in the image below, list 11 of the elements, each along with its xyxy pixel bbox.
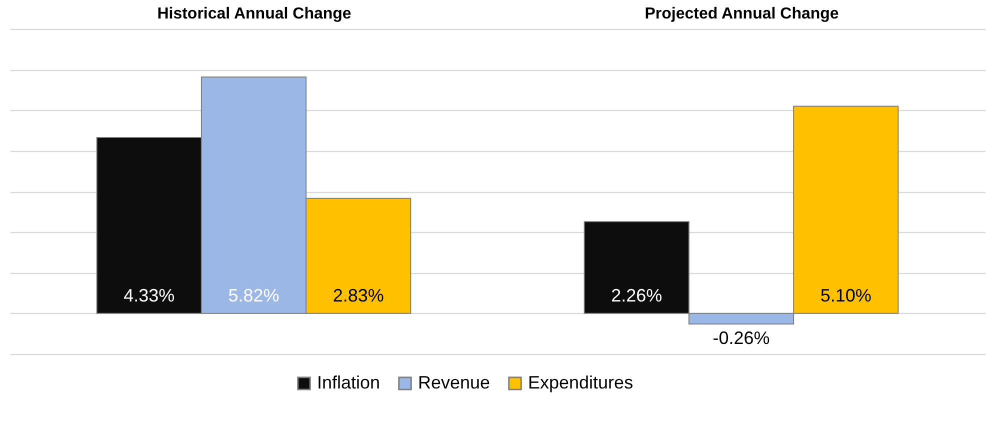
legend-label: Inflation [317,372,380,392]
legend-label: Expenditures [528,372,634,392]
x-tick-label: Historical Annual Change [157,6,352,22]
x-tick-label: Projected Annual Change [644,6,839,22]
data-label: 2.26% [611,285,662,306]
data-label: 5.10% [820,285,872,306]
data-label: 2.83% [332,285,384,306]
data-label: 5.82% [228,285,280,306]
data-label: 4.33% [124,285,175,306]
legend-label: Revenue [418,372,490,392]
data-label: -0.26% [712,328,770,348]
